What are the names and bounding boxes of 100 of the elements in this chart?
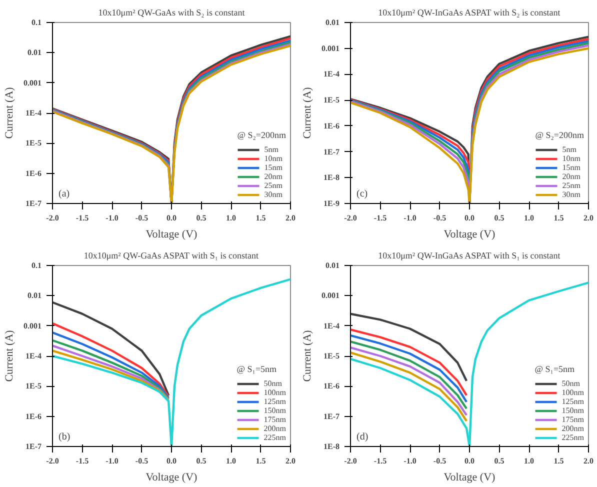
legend-label: 50nm [562, 379, 581, 388]
legend-label: 5nm [562, 145, 578, 154]
x-tick-label: -1.5 [374, 214, 387, 222]
x-tick-label: -0.5 [135, 214, 148, 222]
legend-label: 150nm [562, 406, 584, 415]
y-tick-label: 0.01 [28, 48, 42, 58]
legend-label: 15nm [264, 163, 284, 172]
annotation: (b) [58, 432, 70, 442]
legend-label: 100nm [264, 388, 286, 397]
y-tick-label: 1E-8 [324, 442, 340, 451]
x-tick-label: -2.0 [46, 456, 59, 466]
annotation: (a) [58, 188, 70, 200]
y-tick-label: 0.1 [32, 261, 42, 270]
y-tick-label: 1E-4 [324, 70, 340, 79]
x-tick-label: -1.5 [76, 456, 89, 466]
x-tick-label: -1.0 [404, 214, 416, 222]
legend-label: 200nm [562, 424, 584, 433]
x-tick-label: 1.0 [524, 214, 534, 222]
x-tick-label: -1.0 [106, 456, 118, 466]
legend-label: 125nm [562, 397, 584, 406]
y-tick-label: 1E-7 [26, 199, 42, 208]
y-tick-label: 1E-7 [324, 412, 340, 421]
y-axis-title: Current (A) [302, 330, 314, 382]
y-tick-label: 0.001 [322, 44, 340, 53]
x-tick-label: 0.0 [464, 456, 474, 466]
legend-label: 25nm [264, 181, 284, 190]
y-tick-label: 1E-5 [324, 352, 340, 360]
x-tick-label: 0.0 [464, 214, 474, 222]
chart-title: 10x10μm² QW-InGaAs ASPAT with S₂ is constant [378, 8, 561, 18]
x-tick-label: 0.0 [166, 214, 176, 222]
y-tick-label: 1E-6 [324, 121, 340, 130]
y-tick-label: 0.01 [326, 261, 340, 270]
y-tick-label: 0.01 [326, 18, 340, 27]
y-tick-label: 0.001 [24, 78, 42, 88]
x-tick-label: 1.0 [226, 214, 236, 222]
x-tick-label: -2.0 [46, 214, 59, 222]
y-axis-title: Current (A) [302, 86, 314, 139]
x-tick-label: 2.0 [286, 456, 296, 466]
legend-title: @ S₂=200nm [237, 130, 286, 140]
y-tick-label: 0.001 [24, 321, 42, 330]
y-tick-label: 1E-7 [26, 442, 42, 451]
legend-title: @ S₁=5nm [236, 364, 278, 374]
legend-label: 25nm [562, 181, 582, 190]
legend-label: 30nm [562, 190, 582, 199]
legend-label: 200nm [264, 424, 286, 433]
legend-label: 125nm [264, 397, 286, 406]
x-tick-label: -0.5 [433, 456, 446, 466]
y-tick-label: 1E-6 [26, 168, 42, 178]
y-tick-label: 0.001 [322, 291, 340, 300]
legend-title: @ S₁=5nm [534, 364, 576, 374]
x-tick-label: 2.0 [584, 456, 594, 466]
x-tick-label: 1.5 [554, 456, 564, 466]
legend-label: 20nm [562, 172, 582, 181]
chart-title: 10x10μm² QW-InGaAs ASPAT with S₁ is constant [378, 250, 561, 260]
y-tick-label: 1E-9 [324, 199, 340, 208]
y-tick-label: 1E-4 [324, 321, 340, 330]
y-tick-label: 1E-5 [26, 138, 42, 148]
legend-label: 225nm [264, 433, 286, 442]
x-tick-label: 0.0 [166, 456, 176, 466]
y-axis-title: Current (A) [4, 330, 16, 382]
y-tick-label: 1E-7 [324, 147, 340, 156]
legend-label: 175nm [264, 415, 286, 424]
chart-title: 10x10μm² QW-GaAs with S₂ is constant [98, 8, 246, 18]
x-tick-label: 0.5 [494, 214, 504, 222]
x-axis-title: Voltage (V) [146, 228, 198, 240]
x-tick-label: -0.5 [433, 214, 446, 222]
annotation: (c) [356, 188, 368, 200]
x-tick-label: 0.5 [494, 456, 504, 466]
legend-label: 15nm [562, 163, 582, 172]
x-tick-label: -0.5 [135, 456, 148, 466]
y-tick-label: 1E-6 [324, 382, 340, 391]
y-tick-label: 0.1 [32, 18, 42, 27]
legend-label: 30nm [264, 190, 284, 199]
legend-label: 50nm [264, 379, 283, 388]
x-axis-title: Voltage (V) [444, 472, 496, 484]
legend-label: 10nm [562, 154, 582, 163]
y-tick-label: 1E-4 [26, 352, 42, 360]
legend-label: 175nm [562, 415, 584, 424]
y-tick-label: 1E-5 [26, 382, 42, 391]
chart-title: 10x10μm² QW-GaAs ASPAT with S₁ is constant [84, 250, 260, 260]
y-tick-label: 1E-5 [324, 96, 340, 105]
x-tick-label: 1.5 [256, 214, 266, 222]
legend-label: 5nm [264, 145, 280, 154]
x-tick-label: 2.0 [584, 214, 594, 222]
x-tick-label: -2.0 [344, 456, 357, 466]
x-tick-label: -1.0 [106, 214, 118, 222]
legend-label: 100nm [562, 388, 584, 397]
y-axis-title: Current (A) [4, 86, 16, 139]
x-tick-label: 1.0 [524, 456, 534, 466]
y-tick-label: 0.01 [28, 291, 42, 300]
y-tick-label: 1E-6 [26, 412, 42, 421]
x-tick-label: -1.0 [404, 456, 416, 466]
y-tick-label: 1E-8 [324, 173, 340, 182]
x-tick-label: -1.5 [374, 456, 387, 466]
x-tick-label: 0.5 [196, 214, 206, 222]
x-tick-label: 1.0 [226, 456, 236, 466]
legend-label: 20nm [264, 172, 284, 181]
x-axis-title: Voltage (V) [146, 472, 198, 484]
legend-label: 150nm [264, 406, 286, 415]
x-tick-label: 0.5 [196, 456, 206, 466]
